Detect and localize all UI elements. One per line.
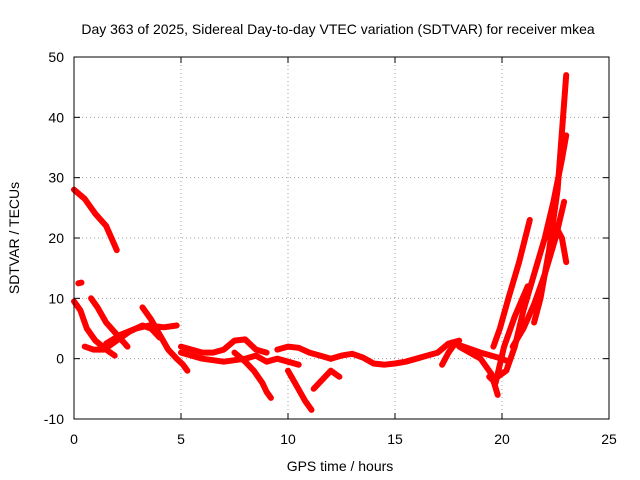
grid	[74, 57, 609, 419]
x-tick-label: 15	[387, 431, 403, 447]
series-track-7	[139, 304, 191, 374]
series-track-8	[178, 336, 270, 356]
y-axis-label: SDTVAR / TECUs	[6, 182, 22, 294]
series-track-1	[71, 186, 120, 254]
x-tick-label: 10	[280, 431, 296, 447]
series-track-18	[486, 283, 531, 386]
tick-labels: 0 5 10 15 20 25 -10 0 10 20 30 40 50	[44, 49, 617, 447]
x-tick-label: 25	[601, 431, 617, 447]
y-tick-label: -10	[44, 411, 64, 427]
series-track-21	[531, 72, 570, 326]
x-tick-label: 20	[494, 431, 510, 447]
y-tick-label: 20	[48, 230, 64, 246]
series-track-6	[103, 322, 180, 347]
chart-title: Day 363 of 2025, Sidereal Day-to-day VTE…	[81, 21, 594, 37]
y-tick-label: 30	[48, 170, 64, 186]
series-track-17	[490, 216, 533, 350]
series-track-12	[285, 367, 315, 413]
series-track-9	[178, 349, 302, 368]
y-tick-label: 40	[48, 109, 64, 125]
series-track-13	[310, 367, 343, 392]
y-tick-label: 50	[48, 49, 64, 65]
series-track-22	[546, 222, 570, 266]
x-tick-label: 5	[177, 431, 185, 447]
series-group	[71, 72, 570, 413]
y-tick-label: 10	[48, 290, 64, 306]
series-track-10	[231, 349, 274, 401]
y-tick-label: 0	[56, 351, 64, 367]
series-track-11	[274, 343, 334, 362]
series-track-14	[327, 337, 463, 368]
x-axis-label: GPS time / hours	[287, 458, 394, 474]
ticks	[73, 56, 610, 420]
series-track-2	[75, 279, 85, 287]
x-tick-label: 0	[70, 431, 78, 447]
